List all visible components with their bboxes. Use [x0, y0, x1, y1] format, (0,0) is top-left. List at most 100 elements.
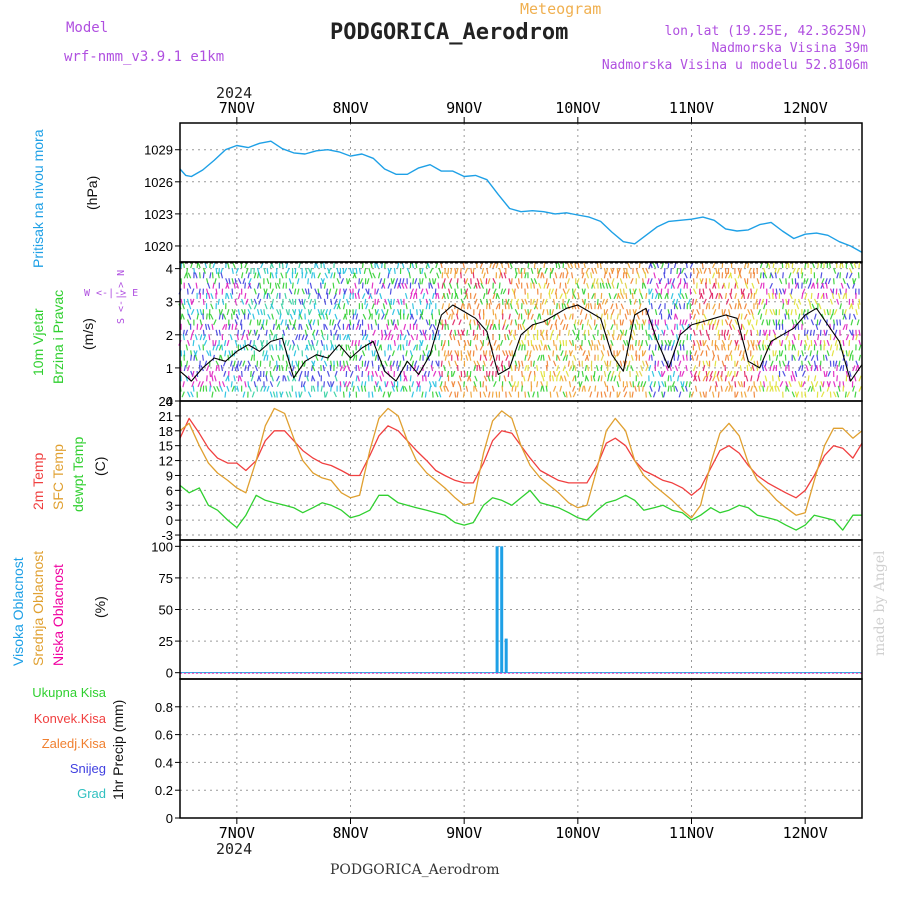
wind-barb: [411, 391, 415, 398]
wind-barb: [375, 308, 380, 316]
y-tick-label: 0: [166, 666, 173, 681]
wind-barb: [593, 278, 596, 285]
wind-barb: [751, 324, 755, 331]
wind-barb: [382, 282, 386, 289]
wind-barb: [235, 267, 239, 274]
wind-barb: [213, 385, 217, 392]
wind-barb: [751, 344, 755, 351]
wind-barb: [211, 391, 214, 398]
wind-barb: [545, 365, 548, 372]
wind-barb: [229, 334, 233, 341]
wind-barb: [583, 298, 586, 305]
wind-barb: [648, 298, 651, 305]
wind-barb: [729, 272, 733, 279]
wind-barb: [288, 354, 290, 361]
wind-barb: [549, 391, 552, 398]
wind-barb: [371, 282, 374, 289]
wind-barb: [412, 278, 415, 285]
wind-barb: [395, 385, 399, 392]
wind-barb: [624, 313, 628, 320]
wind-barb: [599, 303, 602, 310]
y-tick-label: 1023: [144, 207, 173, 222]
wind-barb: [404, 282, 408, 289]
wind-barb: [825, 354, 828, 361]
wind-barb: [548, 292, 551, 300]
wind-barb: [365, 334, 369, 341]
wind-barb: [792, 267, 796, 274]
wind-barb: [465, 288, 469, 295]
wind-barb: [595, 365, 599, 372]
wind-barb: [299, 313, 303, 320]
wind-barb: [391, 385, 395, 392]
wind-barb: [258, 375, 262, 382]
wind-barb: [752, 267, 755, 275]
wind-barb: [800, 339, 803, 347]
wind-barb: [373, 385, 376, 392]
wind-barb: [572, 385, 576, 392]
wind-barb: [763, 272, 768, 279]
wind-barb: [275, 319, 278, 326]
wind-barb: [377, 272, 381, 279]
wind-barb: [452, 370, 456, 377]
wind-barb: [585, 267, 590, 274]
wind-barb: [498, 323, 500, 330]
y-tick-label: 1029: [144, 143, 173, 158]
wind-barb: [323, 282, 327, 289]
wind-barb: [311, 344, 316, 351]
wind-barb: [813, 313, 817, 320]
wind-barb: [349, 292, 352, 299]
y-tick-label: 1020: [144, 239, 173, 254]
wind-barb: [762, 344, 765, 351]
temp-2m-line: [179, 417, 863, 499]
wind-barb: [208, 313, 211, 320]
wind-barb: [271, 313, 274, 320]
wind-barb: [622, 329, 625, 336]
wind-barb: [562, 323, 566, 330]
wind-barb: [350, 370, 354, 377]
wind-barb: [487, 288, 491, 295]
wind-barb: [462, 391, 465, 398]
wind-barb: [530, 313, 534, 320]
wind-barb: [786, 309, 790, 316]
wind-barb: [764, 344, 768, 351]
wind-barb: [743, 391, 747, 398]
wind-barb: [629, 344, 632, 351]
wind-barb: [618, 375, 621, 382]
wind-barb: [784, 344, 787, 351]
wind-barb: [237, 292, 241, 300]
wind-barb: [409, 292, 413, 300]
wind-barb: [375, 381, 380, 388]
wind-barb: [241, 334, 245, 341]
wind-barb: [834, 339, 838, 347]
wind-barb: [828, 261, 831, 269]
wind-barb: [801, 288, 806, 295]
wind-barb: [245, 267, 249, 274]
wind-barb: [668, 313, 672, 320]
wind-barb: [743, 370, 746, 378]
wind-barb: [702, 391, 706, 398]
wind-barb: [424, 272, 427, 279]
wind-barb: [665, 365, 669, 372]
wind-barb: [521, 319, 526, 326]
x-tick-label-top: 10NOV: [555, 99, 600, 117]
wind-barb: [331, 381, 335, 388]
wind-barb: [500, 339, 504, 346]
wind-barb: [288, 298, 293, 305]
wind-barb: [260, 309, 263, 316]
wind-barb: [818, 303, 822, 310]
wind-barb: [460, 354, 463, 361]
wind-barb: [239, 319, 243, 326]
wind-barb: [374, 370, 379, 377]
wind-barb: [317, 309, 321, 316]
wind-barb: [347, 334, 351, 341]
wind-barb: [488, 391, 491, 398]
wind-barb: [568, 391, 572, 398]
wind-barb: [583, 288, 586, 295]
wind-barb: [413, 319, 418, 326]
wind-barb: [543, 370, 546, 378]
wind-barb: [384, 329, 387, 336]
wind-barb: [226, 385, 230, 392]
wind-barb: [780, 339, 784, 347]
wind-barb: [603, 370, 607, 378]
wind-barb: [486, 267, 489, 275]
